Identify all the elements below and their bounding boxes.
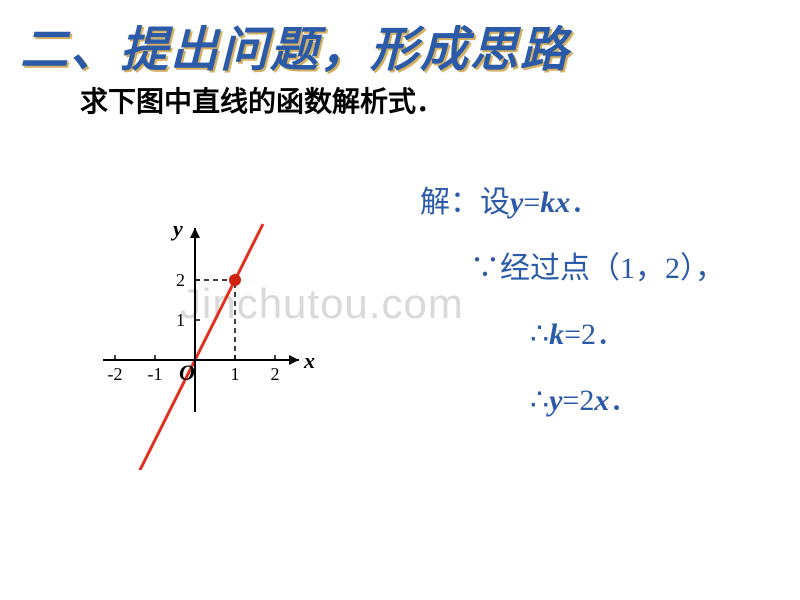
coordinate-graph: -2 -1 1 2 1 2 x y O [80, 150, 360, 470]
svg-text:-2: -2 [108, 364, 123, 384]
svg-text:2: 2 [271, 364, 280, 384]
solution-line-2: ∵经过点（1，2）， [420, 236, 725, 302]
solution-line-1: 解：设y=kx． [420, 170, 725, 236]
svg-text:1: 1 [176, 310, 185, 330]
svg-text:-1: -1 [148, 364, 163, 384]
svg-text:y: y [170, 216, 183, 241]
solution-line-3: ∴k=2． [420, 302, 725, 368]
section-title: 二、提出问题，形成思路 [20, 10, 570, 80]
solution-steps: 解：设y=kx． ∵经过点（1，2）， ∴k=2． ∴y=2x． [420, 170, 725, 434]
title-text: 二、提出问题，形成思路 [20, 24, 570, 77]
solution-line-4: ∴y=2x． [420, 368, 725, 434]
svg-text:x: x [303, 348, 315, 373]
svg-text:O: O [179, 360, 195, 385]
svg-text:1: 1 [231, 364, 240, 384]
svg-text:2: 2 [176, 270, 185, 290]
problem-statement: 求下图中直线的函数解析式． [80, 80, 444, 120]
